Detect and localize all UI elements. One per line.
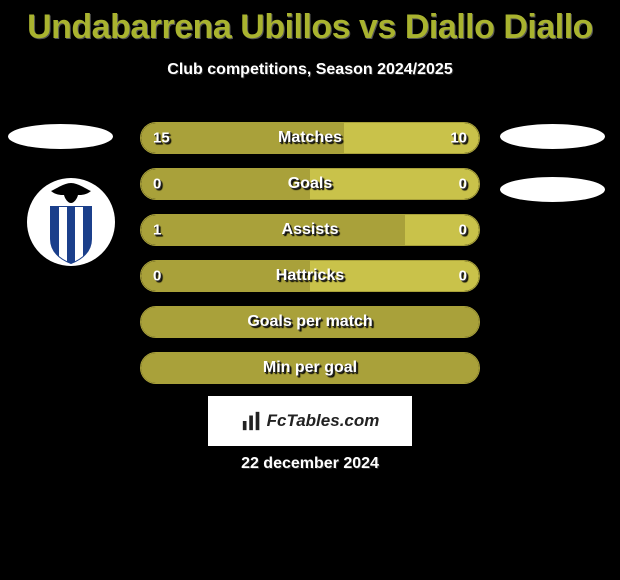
- bar-label: Hattricks: [276, 267, 344, 285]
- bar-label: Assists: [282, 221, 339, 239]
- bar-left: [141, 169, 310, 199]
- stat-row-goals-per-match: Goals per match: [140, 306, 480, 338]
- bar-value-right: 0: [459, 268, 467, 285]
- bar-value-left: 0: [153, 176, 161, 193]
- bar-label: Min per goal: [263, 359, 357, 377]
- page-title: Undabarrena Ubillos vs Diallo Diallo: [0, 0, 620, 47]
- bar-value-right: 0: [459, 222, 467, 239]
- club-logo-svg: [26, 177, 116, 267]
- chart-icon: [241, 410, 263, 432]
- bar-value-right: 0: [459, 176, 467, 193]
- stat-row-hattricks: Hattricks 0 0: [140, 260, 480, 292]
- bar-value-left: 0: [153, 268, 161, 285]
- subtitle-text: Club competitions, Season 2024/2025: [167, 61, 452, 78]
- subtitle: Club competitions, Season 2024/2025: [0, 61, 620, 79]
- comparison-bars: Matches1510Goals00Assists10Hattricks00Go…: [140, 122, 480, 398]
- bar-value-left: 15: [153, 130, 170, 147]
- bar-label: Matches: [278, 129, 342, 147]
- stat-row-matches: Matches 15 10: [140, 122, 480, 154]
- date-text: 22 december 2024: [241, 455, 379, 472]
- ellipse-mid-right: [500, 177, 605, 202]
- title-text: Undabarrena Ubillos vs Diallo Diallo: [27, 8, 593, 46]
- stat-row-assists: Assists 1 0: [140, 214, 480, 246]
- bar-right: [310, 169, 479, 199]
- bar-label: Goals: [288, 175, 332, 193]
- bar-left: [141, 215, 405, 245]
- bar-value-right: 10: [450, 130, 467, 147]
- branding-text: FcTables.com: [267, 411, 380, 431]
- stat-row-goals: Goals 0 0: [140, 168, 480, 200]
- branding-badge: FcTables.com: [208, 396, 412, 446]
- bar-value-left: 1: [153, 222, 161, 239]
- date-line: 22 december 2024: [0, 455, 620, 473]
- ellipse-top-right: [500, 124, 605, 149]
- stat-row-min-per-goal: Min per goal: [140, 352, 480, 384]
- ellipse-top-left: [8, 124, 113, 149]
- bar-label: Goals per match: [247, 313, 372, 331]
- bar-right: [405, 215, 479, 245]
- club-logo: [16, 177, 126, 267]
